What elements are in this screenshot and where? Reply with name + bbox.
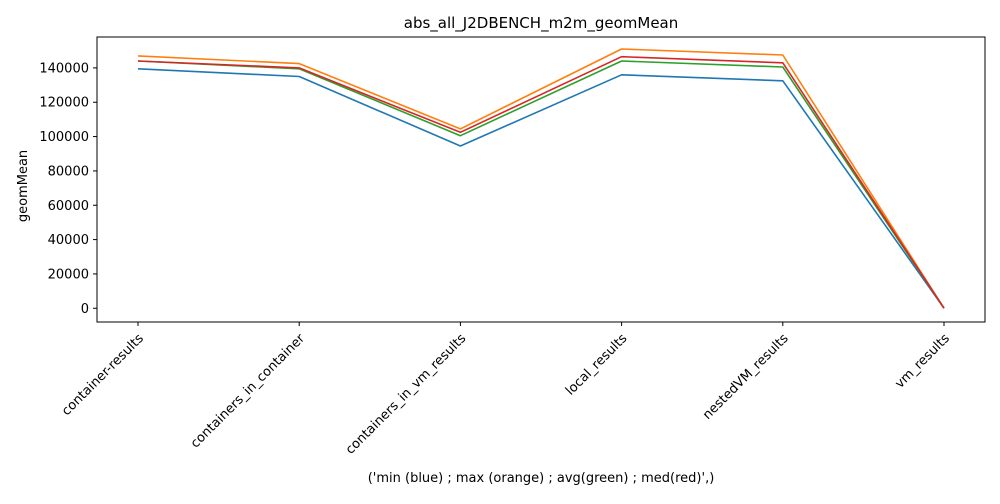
y-tick-label: 100000	[39, 130, 89, 145]
x-tick-label: local_results	[563, 331, 631, 399]
series-line-0	[137, 68, 945, 309]
x-axis-label: ('min (blue) ; max (orange) ; avg(green)…	[368, 471, 715, 486]
series-line-3	[137, 55, 945, 309]
y-tick-label: 0	[81, 302, 89, 317]
y-tick-label: 40000	[48, 233, 89, 248]
y-axis-label: geomMean	[16, 150, 31, 222]
y-tick-label: 20000	[48, 267, 89, 282]
series-line-1	[137, 48, 945, 309]
y-tick-label: 140000	[39, 61, 89, 76]
y-tick-label: 60000	[48, 199, 89, 214]
x-tick-label: containers_in_container	[188, 331, 309, 452]
x-tick-label: containers_in_vm_results	[343, 331, 469, 457]
chart-title: abs_all_J2DBENCH_m2m_geomMean	[404, 14, 679, 33]
series-line-2	[137, 60, 945, 309]
x-tick-label: container-results	[59, 331, 147, 419]
y-tick-label: 120000	[39, 96, 89, 111]
x-tick-label: vm_results	[892, 331, 953, 392]
x-tick-label: nestedVM_results	[700, 331, 792, 423]
y-tick-label: 80000	[48, 164, 89, 179]
plot-frame	[96, 36, 986, 323]
